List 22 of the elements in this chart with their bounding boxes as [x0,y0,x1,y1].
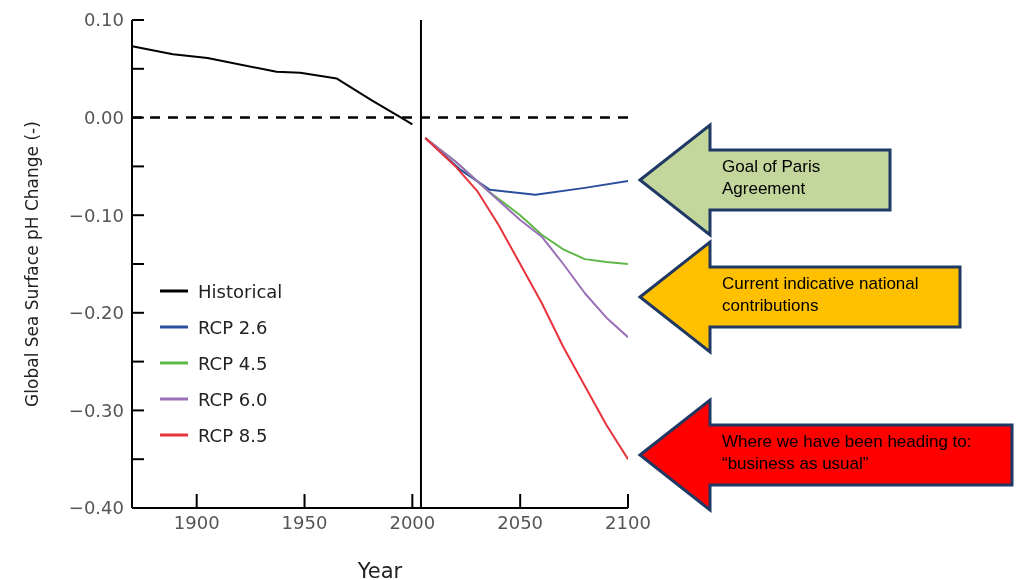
y-tick-label: −0.10 [68,204,124,226]
x-tick-label: 1950 [281,511,328,533]
y-tick-label: −0.20 [68,302,124,324]
y-tick-label: −0.30 [68,399,124,421]
legend-label: RCP 8.5 [198,424,268,446]
y-axis-title: Global Sea Surface pH Change (-) [22,121,43,407]
x-tick-label: 2000 [389,511,436,533]
x-tick-label: 2100 [605,511,651,533]
legend-label: RCP 4.5 [198,352,268,374]
x-tick-label: 2050 [497,511,544,533]
legend-label: RCP 2.6 [198,316,268,338]
x-axis-title: Year [356,559,403,580]
legend-label: Historical [198,280,283,302]
y-tick-label: 0.10 [83,9,124,31]
y-tick-label: −0.40 [68,497,124,519]
text: Where we have been heading to: “business as usual” [722,431,973,475]
x-tick-label: 1900 [173,511,220,533]
y-tick-label: 0.00 [83,106,124,128]
line-series [424,137,628,461]
legend-label: RCP 6.0 [198,388,268,410]
text: Current indicative national contributions [722,273,920,317]
text: Goal of Paris Agreement [722,156,822,200]
